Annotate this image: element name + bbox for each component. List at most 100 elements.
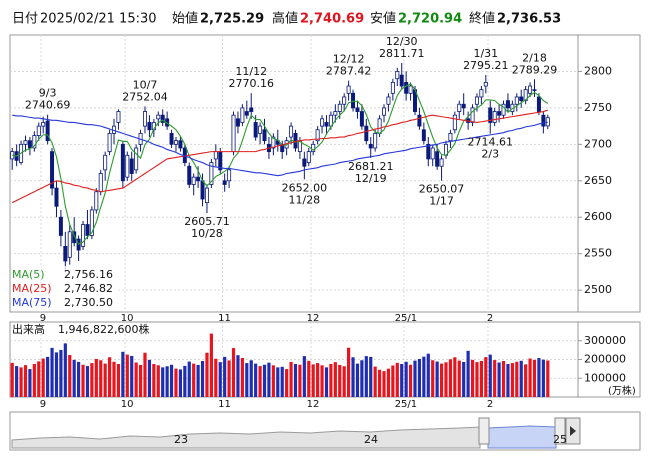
volume-bar xyxy=(351,357,355,397)
x-tick-label: 25/1 xyxy=(395,313,417,324)
volume-bar xyxy=(369,356,373,397)
volume-bar xyxy=(276,367,280,397)
volume-bar xyxy=(174,368,178,397)
y-tick-label: 100000 xyxy=(584,371,626,384)
navigator-year-label: 23 xyxy=(174,433,188,446)
candle-body xyxy=(134,147,139,171)
moving-average-line xyxy=(11,109,548,204)
candle-body xyxy=(528,85,533,94)
volume-bar xyxy=(116,364,121,397)
annotation-price: 2770.16 xyxy=(228,77,274,90)
y-tick-label: 2550 xyxy=(584,247,612,260)
x-tick-label: 9 xyxy=(40,313,46,324)
header-datetime: 2025/02/21 15:30 xyxy=(40,12,157,27)
candle-body xyxy=(514,96,519,105)
legend-value: 2,730.50 xyxy=(64,296,113,309)
annotation-date: 10/7 xyxy=(133,78,158,91)
candle-body xyxy=(306,151,311,163)
candle-body xyxy=(85,224,90,236)
volume-bar xyxy=(103,363,107,397)
y-tick-label: 2650 xyxy=(584,174,612,187)
candle-body xyxy=(258,125,263,134)
candle-body xyxy=(373,133,378,149)
header-high: 2,740.69 xyxy=(300,12,364,27)
candle-body xyxy=(120,143,125,182)
candle-body xyxy=(355,107,360,112)
volume-bar xyxy=(532,359,537,397)
volume-bar xyxy=(333,362,337,397)
volume-bar xyxy=(196,364,200,397)
volume-bar xyxy=(262,364,267,397)
y-tick-label: 2600 xyxy=(584,210,612,223)
volume-bar xyxy=(431,360,435,397)
volume-bar xyxy=(134,362,138,397)
volume-bar xyxy=(417,358,422,397)
volume-bar xyxy=(506,364,510,397)
candle-body xyxy=(240,107,245,123)
candle-body xyxy=(545,117,550,127)
volume-bar xyxy=(493,360,497,397)
candle-body xyxy=(143,111,147,127)
candle-body xyxy=(107,133,112,153)
candle-body xyxy=(81,224,86,247)
moving-average-line xyxy=(12,83,549,245)
navigator-handle[interactable] xyxy=(554,417,566,445)
volume-bar xyxy=(439,363,444,397)
volume-bar xyxy=(59,349,63,397)
annotation-date: 2/3 xyxy=(481,148,499,161)
candle-body xyxy=(222,180,227,185)
navigator-arrow xyxy=(570,426,576,436)
volume-bar xyxy=(373,366,377,397)
candle-body xyxy=(41,122,46,127)
navigator-selection[interactable] xyxy=(487,425,557,449)
x-tick-label: 10 xyxy=(121,313,134,324)
annotation-price: 2740.69 xyxy=(25,99,71,112)
candle-body xyxy=(488,107,493,123)
candle-body xyxy=(523,89,528,102)
volume-bar xyxy=(240,358,244,397)
candle-body xyxy=(342,96,347,105)
volume-bar xyxy=(519,360,523,397)
volume-bar xyxy=(462,361,466,397)
candle-body xyxy=(532,89,537,91)
candle-body xyxy=(129,158,134,174)
volume-bar xyxy=(338,364,342,397)
candle-body xyxy=(72,231,77,244)
x-tick-label: 11 xyxy=(218,313,231,324)
navigator-handle[interactable] xyxy=(478,417,490,445)
candle-body xyxy=(27,140,32,149)
candle-body xyxy=(116,111,121,123)
candle-body xyxy=(404,81,409,94)
x-tick-label: 12 xyxy=(307,313,320,324)
candle-body xyxy=(470,107,475,123)
candle-body xyxy=(204,187,209,204)
volume-bar xyxy=(422,356,426,397)
volume-bar xyxy=(63,343,67,397)
volume-bar xyxy=(46,356,50,397)
volume-bar xyxy=(32,364,36,397)
candle-body xyxy=(315,129,320,142)
volume-bar xyxy=(311,364,315,397)
candle-body xyxy=(461,103,466,109)
volume-bar xyxy=(121,351,125,397)
volume-bar xyxy=(72,359,76,397)
annotation-date: 2/18 xyxy=(522,51,547,64)
legend-name: MA(5) xyxy=(12,268,45,281)
legend-box xyxy=(11,266,119,310)
volume-bar xyxy=(515,361,519,397)
candle-body xyxy=(63,245,68,262)
candle-body xyxy=(187,165,192,185)
volume-bar xyxy=(329,364,333,397)
annotation-price: 2795.21 xyxy=(463,59,509,72)
candle-body xyxy=(351,92,356,109)
volume-bar xyxy=(364,356,368,397)
volume-bar xyxy=(19,367,23,397)
candle-body xyxy=(452,114,457,131)
header-close-label: 終値 xyxy=(469,11,495,27)
volume-bar xyxy=(391,365,395,397)
volume-bar xyxy=(107,357,112,397)
candle-body xyxy=(169,133,174,145)
volume-bar xyxy=(147,359,152,397)
volume-bar xyxy=(200,361,205,397)
